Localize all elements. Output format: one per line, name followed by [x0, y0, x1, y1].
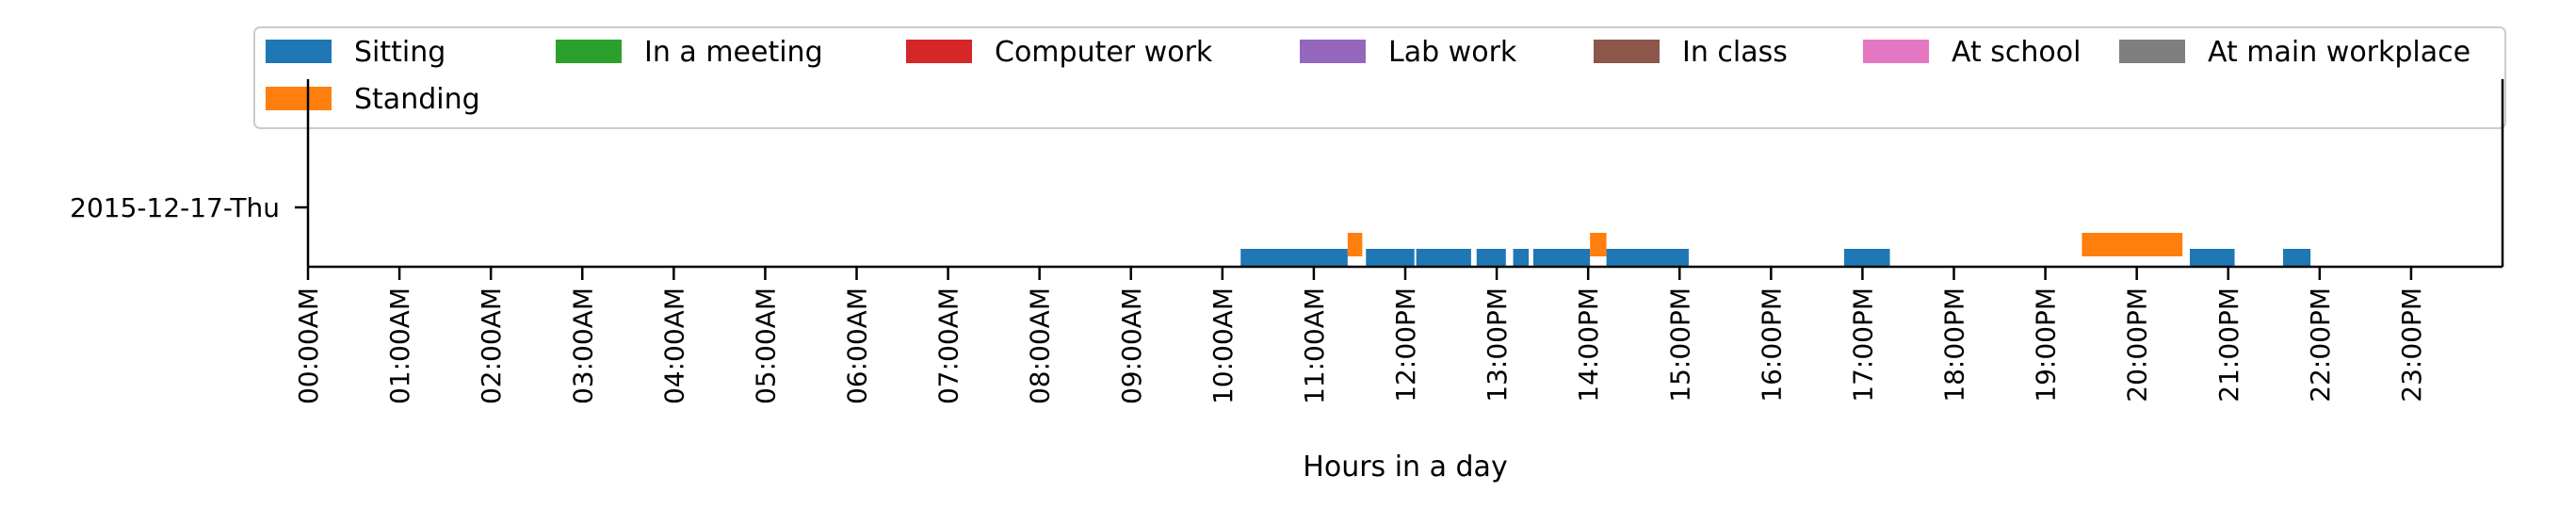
x-axis-label: Hours in a day: [1303, 451, 1507, 484]
x-tick-label: 01:00AM: [384, 287, 415, 404]
legend-swatch: [266, 40, 332, 63]
legend-label: At main workplace: [2208, 36, 2471, 69]
legend-swatch: [266, 87, 332, 110]
x-tick-label: 15:00PM: [1664, 287, 1695, 402]
sitting-interval: [2189, 249, 2235, 267]
legend-swatch: [1300, 40, 1366, 63]
x-tick-label: 00:00AM: [293, 287, 324, 404]
x-tick-label: 18:00PM: [1939, 287, 1970, 402]
legend-swatch: [1863, 40, 1929, 63]
x-tick-label: 16:00PM: [1756, 287, 1787, 402]
standing-interval: [2082, 233, 2183, 256]
legend-box: [253, 26, 2506, 129]
legend: Sitting In a meeting Computer work Lab work…: [253, 26, 2506, 129]
x-tick-label: 19:00PM: [2031, 287, 2062, 402]
legend-label: Standing: [354, 83, 480, 116]
x-tick-label: 17:00PM: [1847, 287, 1878, 402]
x-tick-label: 06:00AM: [842, 287, 873, 404]
sitting-interval: [1844, 249, 1890, 267]
x-tick-label: 20:00PM: [2122, 287, 2153, 402]
x-tick-label: 02:00AM: [476, 287, 507, 404]
x-tick-label: 10:00AM: [1207, 287, 1239, 404]
sitting-interval: [1476, 249, 1506, 267]
legend-label: Lab work: [1388, 36, 1517, 69]
x-tick-label: 09:00AM: [1116, 287, 1147, 404]
legend-label: Computer work: [995, 36, 1213, 69]
x-tick-label: 05:00AM: [750, 287, 781, 404]
chart-marks: [1240, 233, 2311, 267]
legend-label: In a meeting: [644, 36, 823, 69]
standing-interval: [1347, 233, 1363, 256]
legend-swatch: [1594, 40, 1660, 63]
x-tick-label: 07:00AM: [933, 287, 964, 404]
legend-swatch: [2119, 40, 2185, 63]
x-tick-label: 23:00PM: [2396, 287, 2427, 402]
x-tick-label: 22:00PM: [2305, 287, 2336, 402]
legend-swatch: [906, 40, 972, 63]
x-tick-label: 11:00AM: [1299, 287, 1330, 404]
y-tick-label: 2015-12-17-Thu: [70, 192, 280, 223]
axes: 2015-12-17-Thu 00:00AM 01:00AM 02:00AM 03:00…: [70, 79, 2504, 404]
sitting-interval: [1513, 249, 1530, 267]
x-tick-label: 12:00PM: [1390, 287, 1421, 402]
sitting-interval: [1416, 249, 1471, 267]
sitting-interval: [1366, 249, 1415, 267]
sitting-interval: [2283, 249, 2311, 267]
legend-swatch: [556, 40, 622, 63]
x-tick-label: 21:00PM: [2213, 287, 2244, 402]
standing-interval: [1590, 233, 1607, 256]
x-tick-label: 03:00AM: [567, 287, 598, 404]
sitting-interval: [1532, 249, 1591, 267]
x-tick-label: 04:00AM: [658, 287, 689, 404]
x-tick-label: 13:00PM: [1482, 287, 1513, 402]
x-tick-label: 14:00PM: [1573, 287, 1604, 402]
legend-label: Sitting: [354, 36, 446, 69]
legend-label: In class: [1682, 36, 1788, 69]
sitting-interval: [1240, 249, 1348, 267]
x-tick-label: 08:00AM: [1025, 287, 1056, 404]
sitting-interval: [1606, 249, 1689, 267]
legend-label: At school: [1952, 36, 2081, 69]
